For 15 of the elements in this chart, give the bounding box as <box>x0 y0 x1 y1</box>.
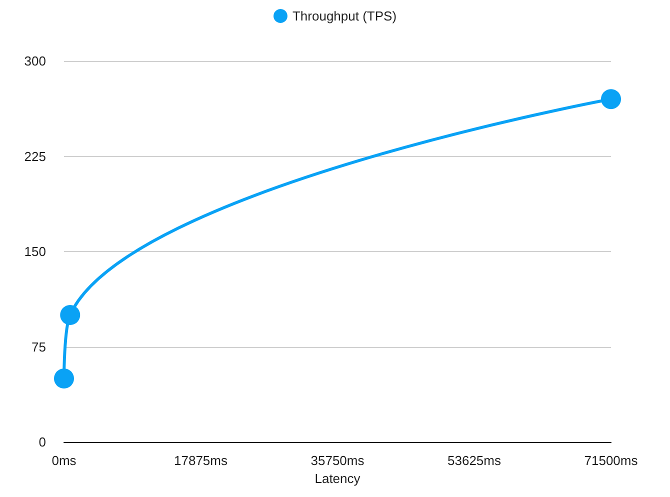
x-tick-label: 35750ms <box>310 453 365 468</box>
y-tick-label: 75 <box>32 339 46 354</box>
legend-label: Throughput (TPS) <box>292 8 397 24</box>
y-tick-label: 0 <box>38 434 46 450</box>
x-tick-label: 53625ms <box>448 453 502 468</box>
x-tick-label: 71500ms <box>584 453 638 468</box>
point <box>601 89 621 110</box>
x-axis-title: Latency <box>314 471 361 486</box>
x-tick-label: 0ms <box>52 453 77 468</box>
point <box>54 368 74 388</box>
x-tick-label: 17875ms <box>174 453 228 468</box>
y-tick-label: 150 <box>24 244 46 259</box>
y-tick-label: 300 <box>24 54 46 68</box>
point <box>60 305 80 325</box>
y-tick-label: 225 <box>24 148 46 164</box>
